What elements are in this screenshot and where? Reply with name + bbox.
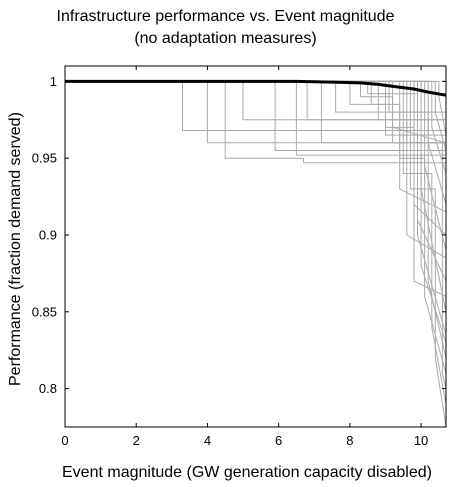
sample-series-line-18 <box>65 80 447 428</box>
sample-series-line-21 <box>65 80 447 312</box>
sample-lines <box>65 80 447 428</box>
y-tick-label: 0.95 <box>32 151 57 166</box>
chart-subtitle: (no adaptation measures) <box>134 30 317 47</box>
y-tick-label: 1 <box>50 74 57 89</box>
y-axis-label: Performance (fraction demand served) <box>7 112 24 386</box>
x-tick-label: 4 <box>204 433 211 448</box>
sample-series-line-17 <box>65 80 447 405</box>
y-tick-label: 0.85 <box>32 304 57 319</box>
x-tick-label: 8 <box>346 433 353 448</box>
mean-series-line <box>65 79 447 97</box>
mean-line-group <box>65 79 447 97</box>
y-axis: 0.8 0.85 0.9 0.95 1 <box>32 74 446 396</box>
x-axis-label: Event magnitude (GW generation capacity … <box>62 464 432 481</box>
y-tick-label: 0.8 <box>39 381 57 396</box>
x-axis: 0 2 4 6 8 10 <box>61 66 428 448</box>
sample-series-line-28 <box>65 80 447 359</box>
x-tick-label: 0 <box>61 433 68 448</box>
chart-title: Infrastructure performance vs. Event mag… <box>56 8 395 25</box>
x-tick-label: 6 <box>275 433 282 448</box>
x-tick-label: 2 <box>133 433 140 448</box>
plot-frame <box>64 65 447 428</box>
x-tick-label: 10 <box>414 433 428 448</box>
y-tick-label: 0.9 <box>39 227 57 242</box>
sample-series-line-14 <box>65 80 447 297</box>
sample-series-line-16 <box>65 80 447 374</box>
sample-series-line-15 <box>65 80 447 343</box>
